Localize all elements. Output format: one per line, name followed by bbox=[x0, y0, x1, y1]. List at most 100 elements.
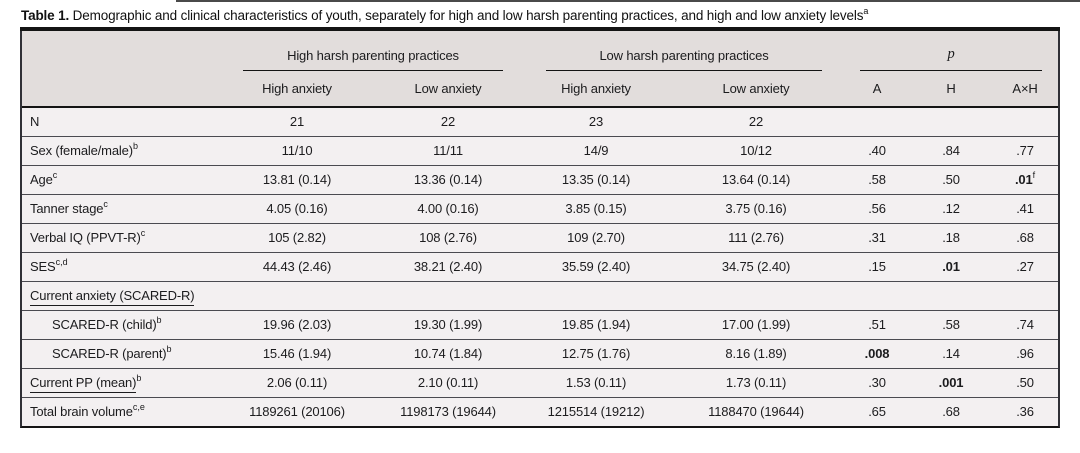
table-row: Total brain volumec,e 1189261 (20106) 1198… bbox=[22, 396, 1059, 426]
p-value-cell bbox=[844, 280, 911, 310]
value-cell: 2.10 (0.11) bbox=[372, 367, 525, 397]
row-label: Verbal IQ (PPVT-R)c bbox=[22, 222, 222, 252]
value-cell: 38.21 (2.40) bbox=[372, 251, 525, 281]
p-value-cell: .58 bbox=[910, 309, 993, 339]
column-header-row: High anxiety Low anxiety High anxiety Lo… bbox=[22, 71, 1058, 107]
value-cell: 13.81 (0.14) bbox=[222, 164, 372, 194]
value-cell: 1.73 (0.11) bbox=[668, 367, 845, 397]
p-value-cell bbox=[910, 107, 992, 136]
group-header-low-harsh: Low harsh parenting practices bbox=[524, 31, 844, 71]
table-header: High harsh parenting practices Low harsh… bbox=[22, 31, 1059, 107]
p-value-cell: .50 bbox=[992, 367, 1059, 397]
value-cell: 3.85 (0.15) bbox=[524, 193, 669, 223]
value-cell bbox=[222, 280, 372, 310]
value-cell: 1215514 (19212) bbox=[524, 396, 669, 426]
column-header-p-a: A bbox=[872, 81, 882, 96]
value-cell: 4.00 (0.16) bbox=[372, 193, 525, 223]
p-value-cell: .14 bbox=[910, 338, 993, 368]
row-label: Total brain volumec,e bbox=[22, 396, 222, 426]
page-top-rule bbox=[176, 0, 1080, 2]
p-value-cell: .12 bbox=[910, 193, 993, 223]
table-row: Verbal IQ (PPVT-R)c 105 (2.82) 108 (2.76) 1… bbox=[22, 222, 1059, 252]
value-cell: 1189261 (20106) bbox=[222, 396, 372, 426]
value-cell: 19.85 (1.94) bbox=[524, 309, 669, 339]
value-cell: 10.74 (1.84) bbox=[372, 338, 525, 368]
p-value-cell: .008 bbox=[844, 338, 911, 368]
table-row: N 21 22 23 22 bbox=[22, 107, 1058, 136]
value-cell: 44.43 (2.46) bbox=[222, 251, 372, 281]
p-value-cell: .58 bbox=[844, 164, 911, 194]
p-value-cell bbox=[992, 107, 1058, 136]
row-label: SCARED-R (child)b bbox=[22, 309, 222, 339]
table-caption: Table 1. Demographic and clinical charac… bbox=[0, 0, 1080, 23]
table-top-double-rule bbox=[20, 27, 1060, 31]
value-cell: 105 (2.82) bbox=[222, 222, 372, 252]
p-value-cell: .18 bbox=[910, 222, 993, 252]
value-cell: 13.36 (0.14) bbox=[372, 164, 525, 194]
p-value-cell: .15 bbox=[844, 251, 911, 281]
column-header-high-anxiety-1: High anxiety bbox=[262, 81, 332, 96]
value-cell: 19.96 (2.03) bbox=[222, 309, 372, 339]
table-row: Current anxiety (SCARED-R) bbox=[22, 280, 1059, 310]
value-cell: 12.75 (1.76) bbox=[524, 338, 669, 368]
column-header-low-anxiety-2: Low anxiety bbox=[722, 81, 790, 96]
p-value-cell: .30 bbox=[844, 367, 911, 397]
value-cell: 34.75 (2.40) bbox=[668, 251, 845, 281]
p-value-cell: .77 bbox=[992, 135, 1059, 165]
value-cell: 15.46 (1.94) bbox=[222, 338, 372, 368]
row-label: Tanner stagec bbox=[22, 193, 222, 223]
column-header-high-anxiety-2: High anxiety bbox=[561, 81, 631, 96]
p-value-cell bbox=[992, 280, 1059, 310]
value-cell bbox=[668, 280, 845, 310]
p-value-cell: .27 bbox=[992, 251, 1059, 281]
label-column-header bbox=[22, 31, 222, 71]
p-value-cell: .40 bbox=[844, 135, 911, 165]
value-cell: 11/10 bbox=[222, 135, 372, 165]
value-cell: 111 (2.76) bbox=[668, 222, 845, 252]
table-caption-footnote-mark: a bbox=[863, 5, 869, 16]
demographics-table: High harsh parenting practices Low harsh… bbox=[22, 31, 1059, 426]
row-label: SCARED-R (parent)b bbox=[22, 338, 222, 368]
p-value-cell bbox=[844, 107, 910, 136]
group-header-p: p bbox=[844, 31, 1058, 71]
value-cell: 2.06 (0.11) bbox=[222, 367, 372, 397]
group-header-high-harsh: High harsh parenting practices bbox=[222, 31, 524, 71]
value-cell: 109 (2.70) bbox=[524, 222, 669, 252]
table-caption-number: Table 1. bbox=[21, 8, 70, 23]
column-header-low-anxiety-1: Low anxiety bbox=[414, 81, 482, 96]
table-row: SCARED-R (parent)b 15.46 (1.94) 10.74 (1.8… bbox=[22, 338, 1059, 368]
p-value-cell: .84 bbox=[910, 135, 993, 165]
value-cell: 1.53 (0.11) bbox=[524, 367, 669, 397]
p-value-cell: .41 bbox=[992, 193, 1059, 223]
value-cell: 19.30 (1.99) bbox=[372, 309, 525, 339]
p-value-cell: .68 bbox=[910, 396, 993, 426]
value-cell: 11/11 bbox=[372, 135, 525, 165]
row-label: SESc,d bbox=[22, 251, 222, 281]
value-cell: 1188470 (19644) bbox=[668, 396, 845, 426]
row-label: Agec bbox=[22, 164, 222, 194]
group-header-row: High harsh parenting practices Low harsh… bbox=[22, 31, 1058, 71]
p-value-cell: .65 bbox=[844, 396, 911, 426]
value-cell: 1198173 (19644) bbox=[372, 396, 525, 426]
table-row: SESc,d 44.43 (2.46) 38.21 (2.40) 35.59 (2.4… bbox=[22, 251, 1059, 281]
p-value-cell: .01 bbox=[910, 251, 993, 281]
value-cell bbox=[524, 280, 669, 310]
p-value-cell: .74 bbox=[992, 309, 1059, 339]
value-cell bbox=[372, 280, 525, 310]
row-label: Sex (female/male)b bbox=[22, 135, 222, 165]
row-label: Current PP (mean)b bbox=[22, 367, 222, 397]
p-value-cell: .68 bbox=[992, 222, 1059, 252]
value-cell: 108 (2.76) bbox=[372, 222, 525, 252]
p-value-cell: .96 bbox=[992, 338, 1059, 368]
p-value-cell: .51 bbox=[844, 309, 911, 339]
value-cell: 14/9 bbox=[524, 135, 669, 165]
value-cell: 8.16 (1.89) bbox=[668, 338, 845, 368]
p-value-cell: .31 bbox=[844, 222, 911, 252]
value-cell: 13.64 (0.14) bbox=[668, 164, 845, 194]
value-cell: 4.05 (0.16) bbox=[222, 193, 372, 223]
column-header-empty bbox=[22, 71, 222, 107]
table-row: Agec 13.81 (0.14) 13.36 (0.14) 13.35 (0.14)… bbox=[22, 164, 1059, 194]
table-row: Current PP (mean)b 2.06 (0.11) 2.10 (0.11)… bbox=[22, 367, 1059, 397]
table-caption-text: Demographic and clinical characteristics… bbox=[69, 8, 864, 23]
